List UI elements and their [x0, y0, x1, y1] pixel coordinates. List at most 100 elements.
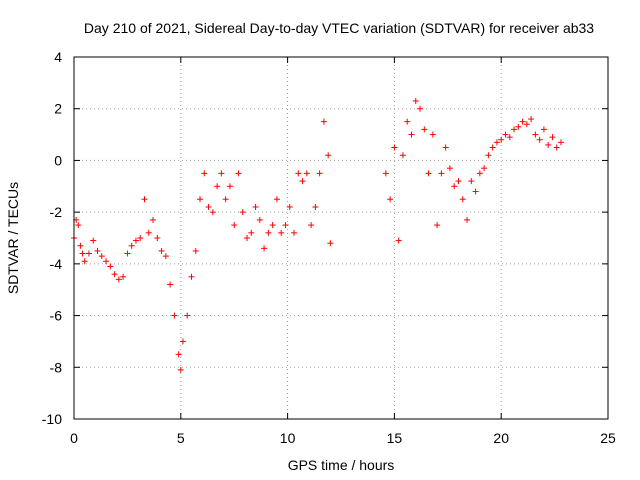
y-tick-label: 0	[54, 152, 62, 168]
data-point	[90, 237, 97, 244]
data-point	[442, 144, 449, 151]
data-point	[502, 131, 509, 138]
data-point	[446, 165, 453, 172]
chart-title: Day 210 of 2021, Sidereal Day-to-day VTE…	[84, 20, 594, 36]
y-tick-label: -8	[50, 359, 63, 375]
data-point	[167, 281, 174, 288]
data-point	[549, 134, 556, 141]
data-point	[515, 123, 522, 130]
data-point	[429, 131, 436, 138]
data-point	[464, 216, 471, 223]
y-axis-label: SDTVAR / TECUs	[5, 182, 21, 294]
data-point	[412, 97, 419, 104]
data-point	[158, 247, 165, 254]
data-point	[468, 178, 475, 185]
data-point	[395, 237, 402, 244]
data-point	[532, 131, 539, 138]
data-point	[107, 263, 114, 270]
x-tick-label: 0	[70, 430, 78, 446]
data-point	[387, 196, 394, 203]
data-point	[150, 216, 157, 223]
data-point	[239, 209, 246, 216]
data-point	[252, 203, 259, 210]
data-point	[244, 235, 251, 241]
data-point	[545, 141, 552, 148]
x-tick-label: 25	[600, 430, 616, 446]
data-point	[472, 188, 479, 195]
y-tick-label: -4	[50, 256, 63, 272]
data-point	[312, 203, 319, 210]
data-point	[320, 118, 327, 125]
data-point	[455, 178, 462, 185]
data-point	[303, 170, 310, 177]
y-tick-label: 2	[54, 101, 62, 117]
x-tick-label: 20	[493, 430, 509, 446]
data-point	[120, 273, 127, 280]
data-point	[451, 183, 458, 190]
data-point	[498, 136, 505, 143]
data-point	[282, 222, 289, 229]
data-point	[171, 312, 178, 319]
data-point	[154, 235, 161, 241]
y-tick-label: 4	[54, 49, 62, 65]
data-point	[391, 144, 398, 151]
data-point	[177, 366, 184, 373]
data-point	[128, 242, 135, 249]
data-point	[408, 131, 415, 138]
data-point	[438, 170, 445, 177]
data-point	[265, 229, 272, 236]
data-point	[103, 258, 110, 265]
data-point	[192, 247, 199, 254]
data-point	[137, 235, 144, 241]
data-point	[553, 144, 560, 151]
data-point	[214, 183, 221, 190]
data-point	[188, 273, 195, 280]
data-point	[523, 121, 530, 128]
data-point	[511, 126, 518, 133]
data-point	[434, 222, 441, 229]
data-point	[201, 170, 208, 177]
data-point	[75, 222, 82, 229]
data-point	[273, 196, 280, 203]
data-point	[481, 165, 488, 172]
data-point	[269, 222, 276, 229]
axes: 0 5 10 15 20 25 -10 -8 -6 -4 -2 0 2 4	[42, 49, 616, 446]
data-point	[184, 312, 191, 319]
data-point	[248, 229, 255, 236]
data-point	[325, 152, 332, 159]
x-axis-label: GPS time / hours	[288, 457, 395, 473]
data-point	[536, 136, 543, 143]
data-point	[261, 245, 268, 252]
data-point	[540, 126, 547, 133]
data-point	[85, 250, 92, 257]
data-point	[299, 178, 306, 185]
data-point	[145, 229, 152, 236]
plot-border	[73, 56, 609, 420]
data-point	[327, 240, 334, 247]
data-point	[476, 170, 483, 177]
data-point	[111, 271, 118, 278]
data-point	[94, 247, 101, 254]
data-points	[71, 97, 565, 373]
data-point	[286, 203, 293, 210]
data-point	[256, 216, 263, 223]
data-point	[162, 253, 169, 260]
data-point	[425, 170, 432, 177]
data-point	[316, 170, 323, 177]
data-point	[205, 203, 212, 210]
data-point	[417, 105, 424, 112]
data-point	[528, 116, 535, 123]
data-point	[226, 183, 233, 190]
data-point	[231, 222, 238, 229]
data-point	[308, 222, 315, 229]
y-tick-label: -6	[50, 308, 63, 324]
data-point	[81, 258, 88, 265]
data-point	[382, 170, 389, 177]
x-tick-label: 5	[177, 430, 185, 446]
x-tick-label: 15	[387, 430, 403, 446]
data-point	[291, 229, 298, 236]
data-point	[197, 196, 204, 203]
data-point	[295, 170, 302, 177]
